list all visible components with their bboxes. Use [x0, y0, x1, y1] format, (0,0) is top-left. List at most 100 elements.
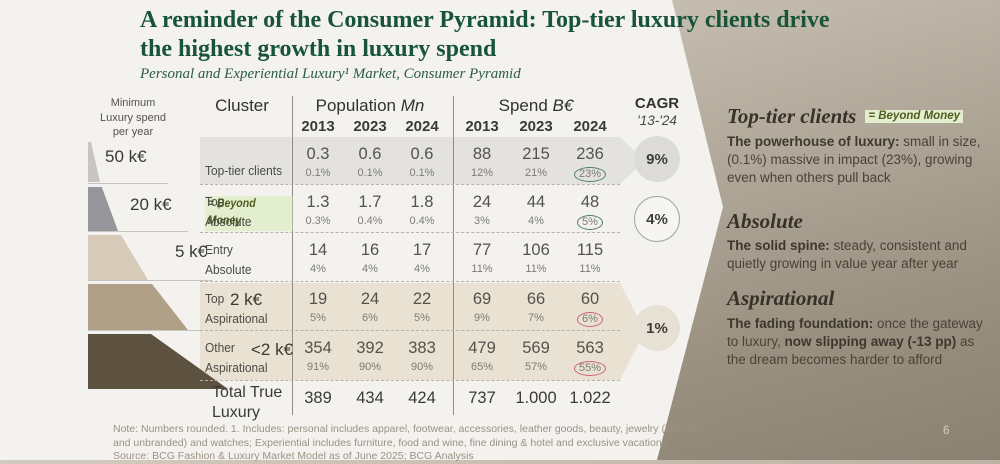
cell: 66 — [526, 290, 546, 308]
panel-body-lead: The fading foundation: — [727, 316, 874, 331]
pyramid-label-20k: 20 k€ — [130, 195, 172, 214]
panel-body-text: small in size, (0.1%) massive in impact … — [727, 134, 981, 185]
beyond-money-tag: = Beyond Money — [205, 196, 293, 231]
cell-share: 7% — [528, 312, 544, 324]
row-label-top-aspirational: Top Aspirational — [205, 291, 268, 326]
title-line-2: the highest growth in luxury spend — [140, 36, 497, 62]
cell-total: 737 — [468, 389, 496, 407]
cell: 14 — [308, 241, 328, 259]
cell-total: 434 — [356, 389, 384, 407]
table-row-values: 1.3 1.7 1.8 24 44 48 — [292, 193, 617, 212]
table-row-values: 354 392 383 479 569 563 — [292, 339, 617, 358]
cell-share: 11% — [525, 263, 547, 275]
cell-share: 5% — [310, 312, 326, 324]
cell: 569 — [522, 339, 550, 357]
circled-value-red: 55% — [573, 361, 607, 376]
spend-label: Spend — [498, 96, 548, 115]
cell-share: 5% — [563, 215, 617, 230]
cell-share: 91% — [306, 361, 330, 373]
pyramid-label-2k: 2 k€ — [230, 290, 263, 309]
cell-share: 0.4% — [357, 215, 383, 227]
cell: 383 — [408, 339, 436, 357]
footnote: Note: Numbers rounded. 1. Includes: pers… — [113, 423, 703, 464]
cell: 0.6 — [410, 145, 434, 163]
cell-share: 0.4% — [409, 215, 435, 227]
column-header-cagr: CAGR — [634, 95, 680, 112]
pyramid-label-50k: 50 k€ — [105, 147, 147, 166]
column-gap — [448, 312, 455, 327]
page-number: 6 — [943, 425, 950, 437]
cell-share: 6% — [563, 312, 617, 327]
row-label-total: Total True Luxury — [212, 384, 283, 421]
panel-body-text: as the dream becomes harder to afford — [727, 334, 975, 367]
pyramid-label-lt2k: <2 k€ — [251, 340, 294, 359]
panel-body-absolute: The solid spine: steady, consistent and … — [727, 237, 983, 273]
cell-share: 55% — [563, 361, 617, 376]
footnote-line-3: Source: BCG Fashion & Luxury Market Mode… — [113, 450, 474, 462]
table-row-shares: 5% 6% 5% 9% 7% 6% — [292, 312, 617, 327]
cell-total: 1.022 — [569, 389, 611, 407]
cell-share: 9% — [474, 312, 490, 324]
table-row-values: 14 16 17 77 106 115 — [292, 241, 617, 260]
year-spend-2023: 2023 — [519, 118, 553, 135]
row-separator — [200, 380, 620, 381]
cell: 44 — [526, 193, 546, 211]
column-header-population: Population Mn — [292, 96, 448, 116]
column-gap — [448, 215, 455, 230]
row-label-entry-absolute: Entry Absolute — [205, 242, 252, 277]
column-gap — [448, 339, 455, 358]
row-label-top-absolute: Top Absolute — [205, 194, 252, 229]
column-header-cluster: Cluster — [215, 96, 269, 115]
table-row-shares: 0.3% 0.4% 0.4% 3% 4% 5% — [292, 215, 617, 230]
cell: 1.7 — [358, 193, 382, 211]
footnote-line-2: and unbranded) and watches; Experiential… — [113, 436, 667, 449]
column-header-spend: Spend B€ — [455, 96, 617, 116]
cell: 69 — [472, 290, 492, 308]
row-label-top-tier: Top-tier clients = Beyond Money — [205, 145, 293, 231]
highlight-band-top-tier — [200, 137, 620, 184]
column-gap — [448, 193, 455, 212]
circled-value-green: 23% — [573, 167, 607, 182]
cell: 1.8 — [410, 193, 434, 211]
pyramid-axis-label: Minimum Luxury spend per year — [99, 97, 167, 138]
cell-share: 4% — [362, 263, 378, 275]
beyond-money-tag: = Beyond Money — [865, 110, 964, 123]
table-row-shares: 4% 4% 4% 11% 11% 11% — [292, 263, 617, 275]
cell-share: 4% — [310, 263, 326, 275]
cagr-badge-1pct: 1% — [634, 305, 680, 351]
pyramid-divider — [88, 280, 212, 281]
cell-share: 3% — [474, 215, 490, 227]
cell: 17 — [412, 241, 432, 259]
cell-total: 389 — [304, 389, 332, 407]
panel-heading-top-tier: Top-tier clients = Beyond Money — [727, 104, 964, 129]
cagr-badge-9pct: 9% — [634, 136, 680, 182]
panel-body-aspirational: The fading foundation: once the gateway … — [727, 315, 989, 369]
slide-title: A reminder of the Consumer Pyramid: Top-… — [140, 6, 830, 64]
cell-share: 6% — [362, 312, 378, 324]
cell-share: 4% — [528, 215, 544, 227]
row-label-other-aspirational: Other Aspirational — [205, 340, 268, 375]
cell-share: 4% — [414, 263, 430, 275]
year-pop-2024: 2024 — [405, 118, 439, 135]
year-header-row: 2013 2023 2024 2013 2023 2024 — [292, 118, 617, 135]
cagr-period: '13-'24 — [637, 113, 677, 128]
cell: 0.6 — [358, 145, 382, 163]
panel-body-top-tier: The powerhouse of luxury: small in size,… — [727, 133, 983, 187]
column-gap — [448, 241, 455, 260]
panel-heading-text: Top-tier clients — [727, 104, 857, 128]
cell: 0.3 — [306, 145, 330, 163]
row-separator — [200, 330, 620, 331]
cell-share: 23% — [563, 167, 617, 182]
panel-heading-text: Aspirational — [727, 286, 835, 310]
table-row-values: 19 24 22 69 66 60 — [292, 290, 617, 309]
year-spend-2024: 2024 — [573, 118, 607, 135]
cell: 48 — [580, 193, 600, 211]
pyramid-divider — [88, 183, 168, 184]
row-label-text: Top-tier clients — [205, 163, 283, 178]
year-pop-2013: 2013 — [301, 118, 335, 135]
cell: 77 — [472, 241, 492, 259]
column-gap — [448, 118, 455, 135]
table-row-values: 0.3 0.6 0.6 88 215 236 — [292, 145, 617, 164]
panel-body-text: once the gateway to luxury, — [727, 316, 983, 349]
column-gap — [448, 167, 455, 182]
